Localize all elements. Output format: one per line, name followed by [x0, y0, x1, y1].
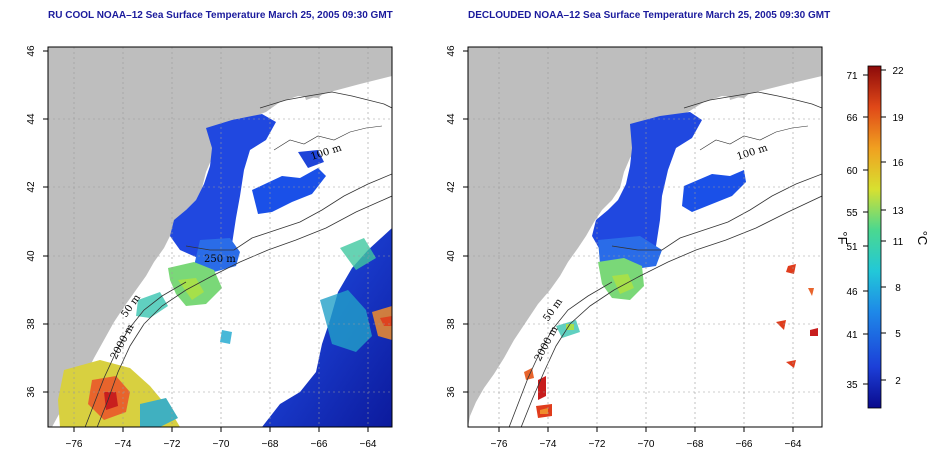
left-x-tick-label: −76: [66, 439, 83, 450]
left-x-axis-labels: −76 −74 −72 −70 −68 −66 −64: [66, 439, 377, 450]
colorbar-c-tick: 22: [892, 66, 904, 77]
colorbar-f-tick: 41: [846, 330, 858, 341]
left-gulf-stream-region: [262, 228, 392, 427]
left-contour-250m: [185, 173, 392, 251]
left-contour-label-250m: 250 m: [204, 254, 236, 265]
left-y-axis-labels: 46 44 42 40 38 36: [26, 45, 37, 398]
colorbar-c-tick: 2: [895, 376, 901, 387]
colorbar-f-tick: 71: [846, 71, 858, 82]
left-x-tick-label: −72: [164, 439, 181, 450]
right-y-tick-label: 36: [446, 386, 457, 398]
right-y-tick-label: 40: [446, 250, 457, 262]
right-map-title: DECLOUDED NOAA–12 Sea Surface Temperatur…: [468, 10, 831, 21]
right-land: [468, 47, 822, 427]
right-x-tick-label: −66: [736, 439, 753, 450]
right-cold-water-gom: [592, 112, 702, 258]
right-y-tick-label: 38: [446, 318, 457, 330]
right-y-tick-label: 44: [446, 113, 457, 125]
colorbar-f-tick: 60: [846, 166, 858, 177]
colorbar-f-tick: 46: [846, 287, 858, 298]
right-y-tick-label: 46: [446, 45, 457, 57]
right-x-tick-label: −68: [687, 439, 704, 450]
left-cold-water-gom: [170, 114, 276, 258]
left-map-title: RU COOL NOAA–12 Sea Surface Temperature …: [48, 10, 393, 21]
left-map: 100 m 250 m 50 m 2000 m: [26, 45, 393, 450]
colorbar-c-tick: 19: [892, 113, 904, 124]
left-y-tick-label: 42: [26, 181, 37, 193]
right-x-tick-label: −74: [540, 439, 557, 450]
left-x-tick-label: −74: [115, 439, 132, 450]
right-y-axis-labels: 46 44 42 40 38 36: [446, 45, 457, 398]
left-x-tick-label: −66: [311, 439, 328, 450]
right-x-tick-label: −70: [638, 439, 655, 450]
colorbar-c-tick: 13: [892, 206, 904, 217]
colorbar-c-tick: 16: [892, 158, 904, 169]
right-y-tick-label: 42: [446, 181, 457, 193]
colorbar-gradient: [867, 65, 882, 409]
left-y-tick-label: 36: [26, 386, 37, 398]
colorbar-celsius-label: °C: [915, 231, 930, 246]
left-land: [48, 47, 392, 427]
left-y-tick-label: 44: [26, 113, 37, 125]
left-contour-2000m: [96, 195, 392, 427]
left-y-tick-label: 40: [26, 250, 37, 262]
right-map: 100 m 50 m 2000 m: [446, 45, 823, 450]
left-x-tick-label: −68: [262, 439, 279, 450]
colorbar-c-tick: 8: [895, 283, 901, 294]
colorbar-celsius-ticks: 22 19 16 13 11 8 5 2: [892, 66, 904, 387]
right-contour-2000m: [520, 195, 822, 427]
colorbar-c-tick: 11: [893, 237, 904, 248]
left-contour-100m: [259, 91, 392, 109]
right-x-axis-labels: −76 −74 −72 −70 −68 −66 −64: [491, 439, 802, 450]
left-y-tick-label: 38: [26, 318, 37, 330]
right-x-tick-label: −76: [491, 439, 508, 450]
left-x-tick-label: −70: [213, 439, 230, 450]
left-y-tick-label: 46: [26, 45, 37, 57]
colorbar-f-tick: 66: [846, 113, 858, 124]
colorbar-f-tick: 51: [846, 242, 858, 253]
left-x-tick-label: −64: [360, 439, 377, 450]
colorbar-f-tick: 35: [846, 380, 858, 391]
right-contour-100m: [683, 91, 822, 109]
colorbar: 71 66 60 55 51 46 41 35 22 19 16 13 11 8…: [835, 65, 930, 409]
colorbar-f-tick: 55: [846, 208, 858, 219]
right-x-tick-label: −72: [589, 439, 606, 450]
right-x-tick-label: −64: [785, 439, 802, 450]
colorbar-c-tick: 5: [895, 329, 901, 340]
colorbar-fahrenheit-label: °F: [835, 231, 850, 244]
colorbar-fahrenheit-ticks: 71 66 60 55 51 46 41 35: [846, 71, 858, 391]
